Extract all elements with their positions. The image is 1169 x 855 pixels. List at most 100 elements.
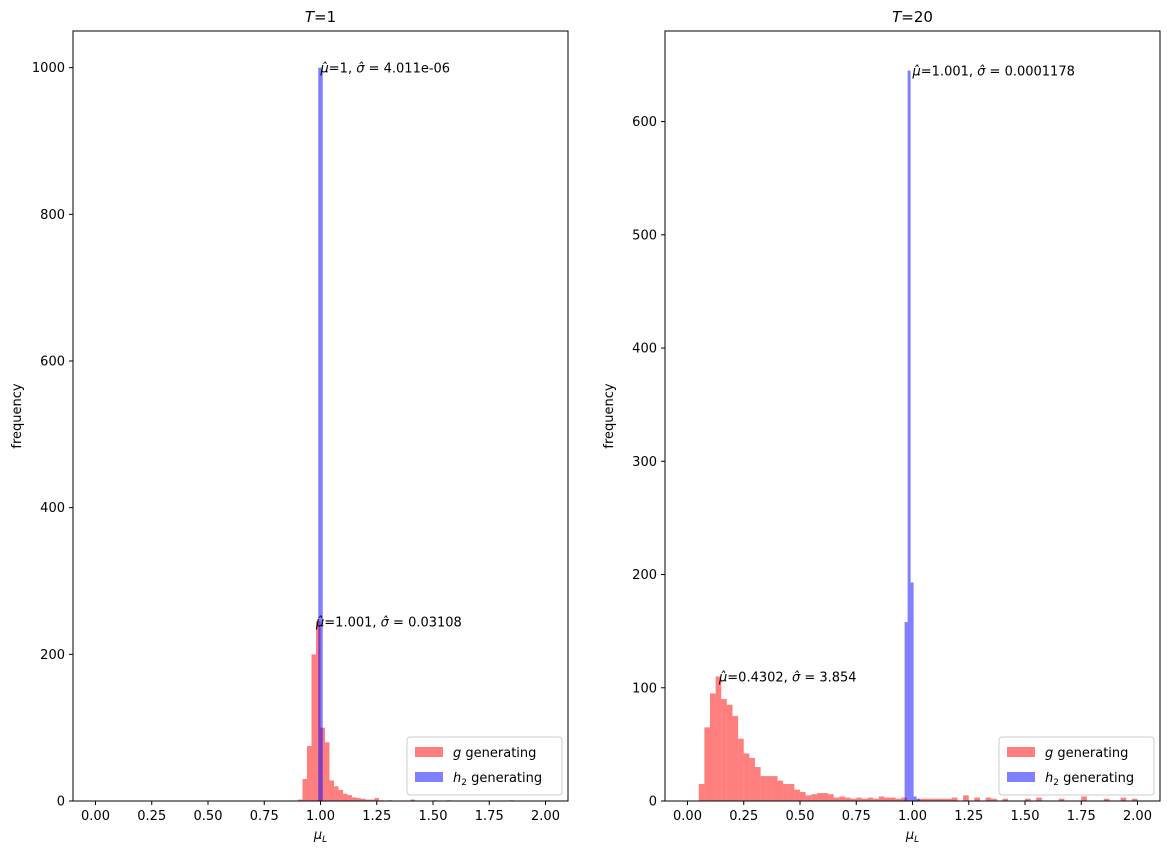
histogram-bar [923, 798, 930, 801]
histogram-bar [985, 797, 992, 801]
chart-title: T=1 [305, 8, 336, 26]
histogram-bar [822, 793, 829, 801]
y-axis-label: frequency [602, 383, 617, 449]
histogram-bar [1131, 798, 1138, 801]
histogram-bar [325, 742, 330, 801]
histogram-bar [760, 776, 767, 801]
histogram-bar [370, 799, 375, 801]
histogram-bar [867, 797, 874, 801]
y-tick-label: 400 [632, 342, 657, 357]
histogram-bar [1120, 797, 1127, 801]
histogram-bar [311, 654, 316, 801]
legend-swatch [415, 772, 443, 782]
x-tick-label: 1.75 [475, 809, 504, 824]
y-tick-label: 600 [40, 355, 65, 370]
y-tick-label: 200 [632, 568, 657, 583]
histogram-bar [771, 776, 778, 801]
histogram-bar [856, 797, 862, 801]
x-tick-label: 1.50 [419, 809, 448, 824]
histogram-bar [890, 797, 896, 801]
histogram-bar [913, 796, 917, 801]
histogram-bar [356, 798, 361, 801]
histogram-bar [884, 797, 890, 801]
series-g-bars [698, 676, 1138, 801]
histogram-bar [805, 795, 812, 801]
x-tick-label: 1.00 [898, 809, 927, 824]
y-tick-label: 100 [632, 681, 657, 696]
legend-entry: h2 generating [453, 771, 542, 788]
x-tick-label: 0.75 [842, 809, 871, 824]
y-tick-label: 0 [57, 795, 65, 810]
histogram-bar [946, 798, 952, 801]
histogram-bar [916, 798, 920, 801]
histogram-bar [918, 798, 924, 801]
legend-box [406, 736, 563, 796]
histogram-bar [878, 796, 885, 801]
histogram-bar [940, 798, 947, 801]
subplot-1: 0.00 0.25 0.50 0.75 1.00 1.25 1.50 1.75 2.00 0 200… [10, 8, 569, 845]
x-tick-label: 1.50 [1011, 809, 1040, 824]
histogram-bar [907, 70, 911, 802]
legend-swatch [1007, 772, 1035, 782]
histogram-bar [873, 798, 879, 801]
x-tick-label: 1.25 [954, 809, 983, 824]
histogram-bar [721, 699, 727, 801]
histogram-bar [715, 676, 722, 801]
histogram-bar [738, 738, 744, 801]
histogram-bar [338, 790, 343, 801]
stats-annotation: μ̂=0.4302, σ̂ = 3.854 [718, 670, 857, 685]
histogram-bar [347, 795, 352, 801]
histogram-bar [783, 784, 789, 801]
histogram-bar [788, 784, 795, 801]
series-h2-bars [318, 67, 323, 801]
y-tick-label: 1000 [32, 61, 65, 76]
y-tick-label: 600 [632, 115, 657, 130]
stats-annotation: μ̂=1.001, σ̂ = 0.03108 [315, 615, 462, 630]
histogram-bar [895, 798, 902, 801]
histogram-bar [1002, 798, 1009, 801]
histogram-bar [352, 797, 357, 801]
x-axis-label: μL [313, 828, 327, 845]
histogram-bar [904, 622, 908, 801]
legend-box [998, 736, 1155, 796]
histogram-bar [974, 797, 980, 801]
histogram-bar [1036, 797, 1042, 801]
x-tick-label: 0.50 [786, 809, 815, 824]
legend-swatch [1007, 747, 1035, 757]
x-tick-label: 0.50 [194, 809, 223, 824]
histogram-bar [800, 791, 806, 801]
histogram-bar [410, 799, 415, 801]
chart-title: T=20 [892, 8, 933, 26]
histogram-bar [329, 780, 334, 801]
x-tick-label: 2.00 [1123, 809, 1152, 824]
histogram-bar [901, 797, 907, 801]
histogram-bar [811, 794, 817, 801]
y-tick-label: 500 [632, 228, 657, 243]
histogram-bar [861, 798, 868, 801]
histogram-bar [766, 776, 772, 801]
legend-entry: g generating [453, 746, 536, 761]
legend: g generating h2 generating [406, 736, 563, 796]
histogram-bar [374, 798, 379, 801]
y-tick-label: 800 [40, 208, 65, 223]
histogram-bar [935, 798, 941, 801]
series-h2-bars [904, 70, 920, 802]
histogram-bar [755, 767, 761, 801]
x-tick-label: 1.75 [1067, 809, 1096, 824]
subplot-2: 0.00 0.25 0.50 0.75 1.00 1.25 1.50 1.75 2.00 0 100… [602, 8, 1161, 845]
histogram-bar [302, 779, 307, 801]
y-tick-label: 300 [632, 455, 657, 470]
histogram-bar [963, 795, 969, 801]
histogram-bar [365, 799, 370, 801]
histogram-bar [816, 793, 823, 801]
histogram-bar [1058, 798, 1065, 801]
x-tick-label: 1.00 [306, 809, 335, 824]
histogram-bar [343, 793, 348, 801]
x-tick-label: 0.00 [81, 809, 110, 824]
histogram-bar [726, 704, 733, 801]
legend: g generating h2 generating [998, 736, 1155, 796]
histogram-bar [710, 693, 716, 801]
x-tick-label: 0.00 [673, 809, 702, 824]
legend-entry: h2 generating [1045, 771, 1134, 788]
histogram-bar [698, 784, 705, 801]
